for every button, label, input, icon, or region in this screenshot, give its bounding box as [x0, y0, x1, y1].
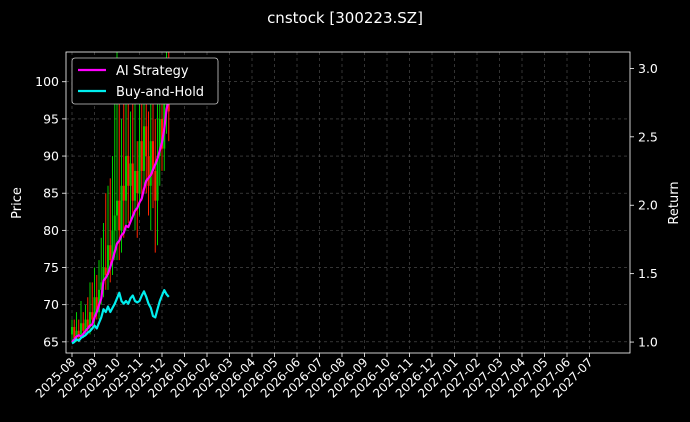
candle-body	[82, 323, 85, 331]
candle-body	[100, 282, 103, 290]
y-tick-label: 70	[43, 297, 59, 312]
candle-body	[84, 319, 87, 331]
candle-body	[156, 156, 159, 201]
candle-body	[147, 156, 150, 186]
candle-body	[75, 330, 78, 339]
y-tick-label: 100	[35, 74, 59, 89]
candle-body	[77, 330, 80, 335]
candle-body	[104, 267, 107, 275]
candle-body	[129, 163, 132, 186]
candle-body	[116, 200, 118, 216]
candle-body	[138, 141, 141, 194]
y2-tick-label: 3.0	[638, 61, 658, 76]
candle-body	[102, 267, 105, 283]
candle-body	[140, 141, 143, 171]
y-tick-label: 65	[43, 334, 59, 349]
candle-body	[107, 245, 109, 275]
candlesticks	[71, 52, 170, 342]
y-axis-label: Price	[10, 187, 25, 219]
candle-body	[152, 141, 154, 171]
candle-body	[158, 118, 161, 157]
series-line-buy-and-hold	[71, 289, 170, 345]
candle-body	[73, 326, 76, 339]
y2-tick-label: 2.5	[638, 129, 658, 144]
y2-axis-ticks: 1.0 1.5 2.0 2.5 3.0	[630, 61, 658, 350]
candle-body	[131, 163, 134, 201]
candle-body	[95, 297, 98, 313]
candle-body	[109, 245, 112, 261]
candle-body	[93, 297, 96, 320]
candle-body	[149, 141, 152, 186]
candle-body	[120, 185, 123, 231]
candle-body	[127, 156, 130, 186]
candle-body	[145, 126, 148, 157]
y-tick-label: 75	[43, 260, 59, 275]
y-axis-ticks: 65 70 75 80 85 90 95 100	[35, 74, 66, 349]
series-lines	[71, 99, 170, 345]
y-tick-label: 95	[43, 111, 59, 126]
y2-axis-label: Return	[667, 181, 682, 224]
candle-body	[143, 126, 145, 171]
plot-frame	[65, 51, 631, 354]
y2-tick-label: 1.5	[638, 266, 658, 281]
candle-body	[89, 312, 91, 327]
candle-body	[91, 312, 94, 320]
candle-body	[122, 185, 125, 201]
candle-body	[136, 170, 139, 194]
chart-title: cnstock [300223.SZ]	[267, 9, 423, 27]
legend-box	[71, 57, 219, 105]
candle-body	[98, 289, 100, 313]
y2-tick-label: 2.0	[638, 198, 658, 213]
series-line-ai-strategy	[71, 99, 170, 343]
candle-body	[71, 326, 73, 335]
y-tick-label: 90	[43, 149, 59, 164]
y2-tick-label: 1.0	[638, 335, 658, 350]
candle-body	[161, 118, 163, 149]
candle-body	[118, 200, 121, 231]
y-tick-label: 80	[43, 223, 59, 238]
candle-body	[80, 323, 82, 335]
candle-body	[113, 215, 116, 231]
candle-body	[125, 156, 127, 201]
candle-body	[86, 319, 89, 327]
legend: AI Strategy Buy-and-Hold	[71, 57, 219, 105]
y-tick-label: 85	[43, 186, 59, 201]
candle-body	[154, 170, 157, 201]
candle-body	[111, 230, 114, 261]
legend-buyhold-label: Buy-and-Hold	[116, 85, 204, 100]
legend-ai-label: AI Strategy	[116, 64, 189, 79]
candle-body	[134, 170, 136, 201]
